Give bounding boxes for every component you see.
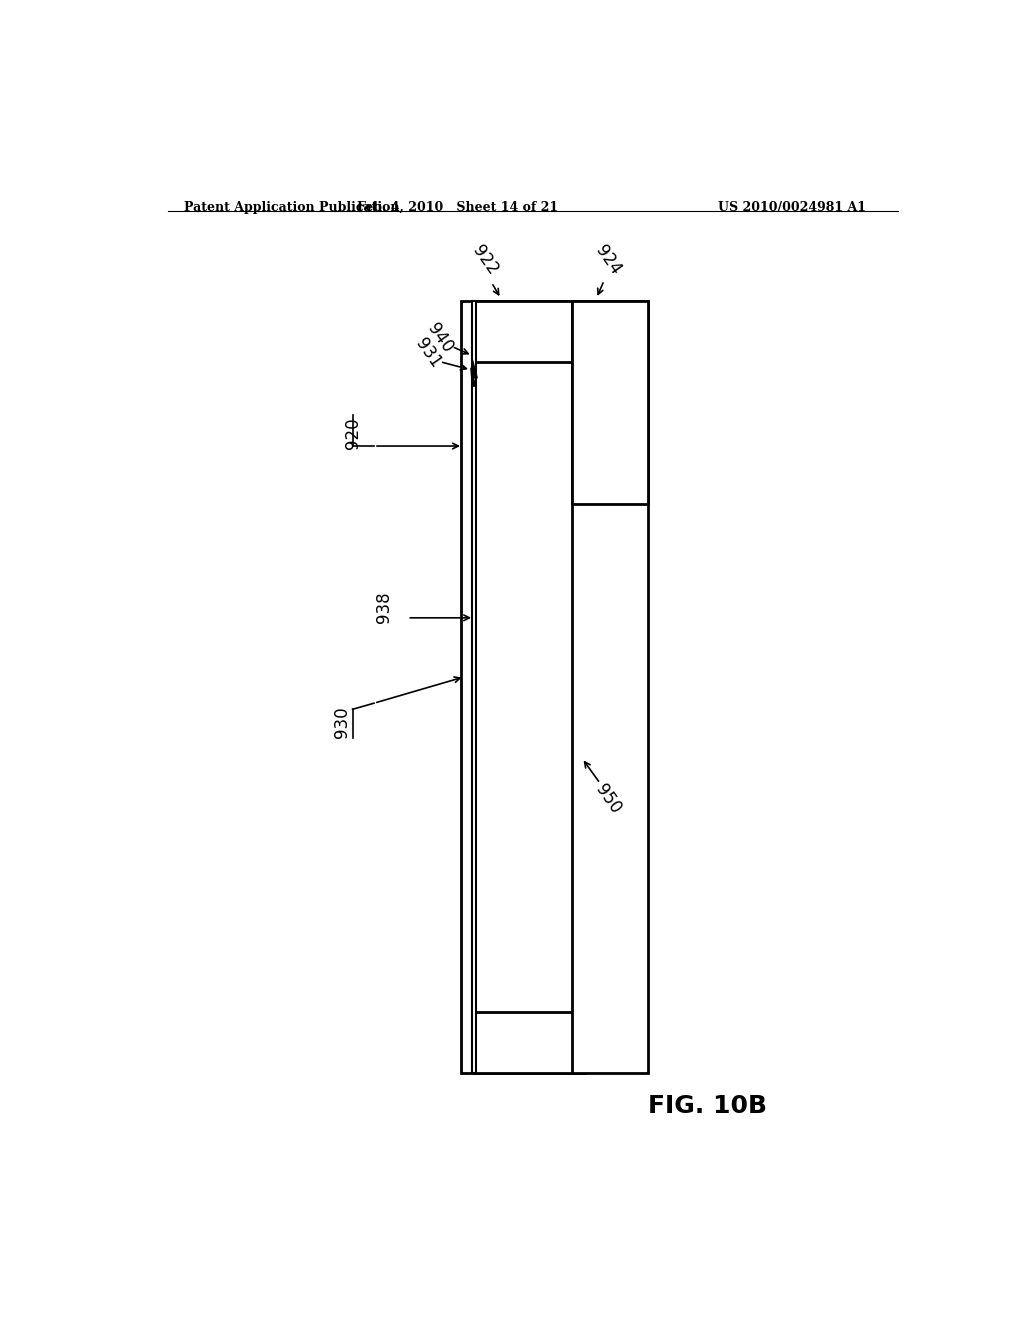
Text: 922: 922	[469, 242, 502, 279]
Text: 924: 924	[592, 242, 625, 279]
Text: Feb. 4, 2010   Sheet 14 of 21: Feb. 4, 2010 Sheet 14 of 21	[356, 201, 558, 214]
Text: Patent Application Publication: Patent Application Publication	[183, 201, 399, 214]
Bar	[572, 301, 648, 1073]
Text: 950: 950	[592, 780, 625, 817]
Bar	[474, 301, 585, 1073]
Polygon shape	[471, 368, 475, 385]
Bar	[472, 301, 476, 1073]
Text: FIG. 10B: FIG. 10B	[648, 1094, 767, 1118]
Polygon shape	[472, 359, 477, 378]
Text: US 2010/0024981 A1: US 2010/0024981 A1	[718, 201, 866, 214]
Text: 920: 920	[344, 417, 361, 449]
Text: 931: 931	[412, 335, 444, 372]
Text: 938: 938	[375, 591, 392, 623]
Bar	[474, 1012, 585, 1073]
Text: 930: 930	[333, 706, 351, 738]
Bar	[474, 301, 585, 362]
Bar	[572, 301, 648, 504]
Text: 940: 940	[424, 321, 457, 356]
Bar	[461, 301, 474, 1073]
